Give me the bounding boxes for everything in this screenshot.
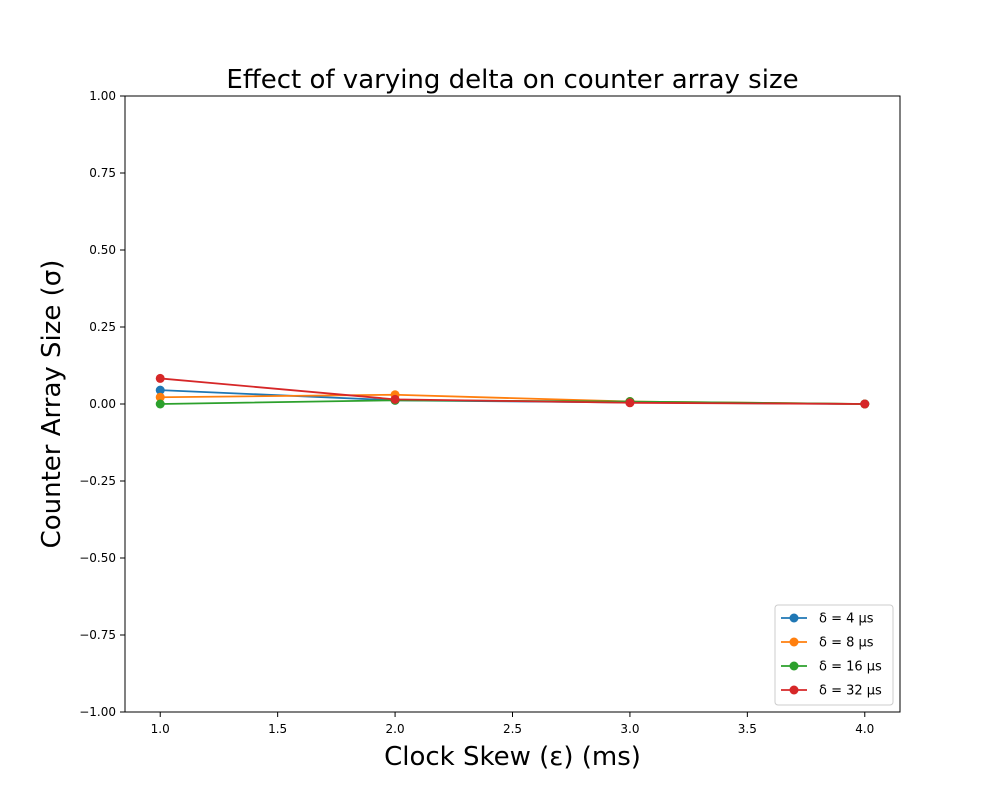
legend-item: δ = 8 μs: [781, 636, 874, 651]
legend-item: δ = 4 μs: [781, 612, 874, 627]
legend-label: δ = 16 μs: [819, 660, 882, 675]
y-tick-label: −0.75: [79, 628, 116, 642]
legend-marker: [789, 685, 799, 695]
chart-title: Effect of varying delta on counter array…: [226, 65, 798, 95]
plot-frame: [124, 95, 901, 713]
y-tick-label: 0.25: [89, 320, 116, 334]
legend-marker: [789, 661, 799, 671]
series-line: [160, 377, 865, 405]
y-tick-label: −0.50: [79, 551, 116, 565]
y-axis-ticks: −1.00 −0.75 −0.50 −0.25 0.00 0.25 0.50 0.75 1.00: [79, 89, 125, 719]
legend: δ = 4 μs δ = 8 μs δ = 16 μs δ = 32 μs: [774, 604, 894, 706]
x-tick-label: 1.0: [151, 722, 170, 736]
x-axis-label: Clock Skew (ε) (ms): [384, 742, 641, 772]
series-layer: [155, 373, 870, 409]
legend-item: δ = 32 μs: [781, 684, 882, 699]
y-tick-label: 0.00: [89, 397, 116, 411]
y-tick-label: 0.75: [89, 166, 116, 180]
y-tick-label: 0.50: [89, 243, 116, 257]
data-point: [155, 392, 165, 402]
data-point: [625, 398, 635, 408]
data-point: [155, 385, 165, 395]
legend-label: δ = 32 μs: [819, 684, 882, 699]
x-axis-ticks: 1.0 1.5 2.0 2.5 3.0 3.5 4.0: [151, 712, 874, 736]
series-1: [155, 385, 870, 409]
data-point: [390, 394, 400, 404]
data-point: [155, 373, 165, 383]
legend-marker: [789, 613, 799, 623]
data-point: [155, 399, 165, 409]
y-axis-label: Counter Array Size (σ): [37, 260, 67, 549]
y-tick-label: −0.25: [79, 474, 116, 488]
series-4: [155, 373, 870, 409]
y-tick-label: −1.00: [79, 705, 116, 719]
x-tick-label: 3.5: [738, 722, 757, 736]
legend-label: δ = 4 μs: [819, 612, 874, 627]
x-tick-label: 2.0: [386, 722, 405, 736]
series-2: [155, 390, 870, 409]
x-tick-label: 1.5: [268, 722, 287, 736]
x-tick-label: 3.0: [620, 722, 639, 736]
legend-item: δ = 16 μs: [781, 660, 882, 675]
legend-box: [774, 604, 894, 706]
x-tick-label: 4.0: [855, 722, 874, 736]
x-tick-label: 2.5: [503, 722, 522, 736]
legend-marker: [789, 637, 799, 647]
y-tick-label: 1.00: [89, 89, 116, 103]
legend-label: δ = 8 μs: [819, 636, 874, 651]
data-point: [860, 399, 870, 409]
